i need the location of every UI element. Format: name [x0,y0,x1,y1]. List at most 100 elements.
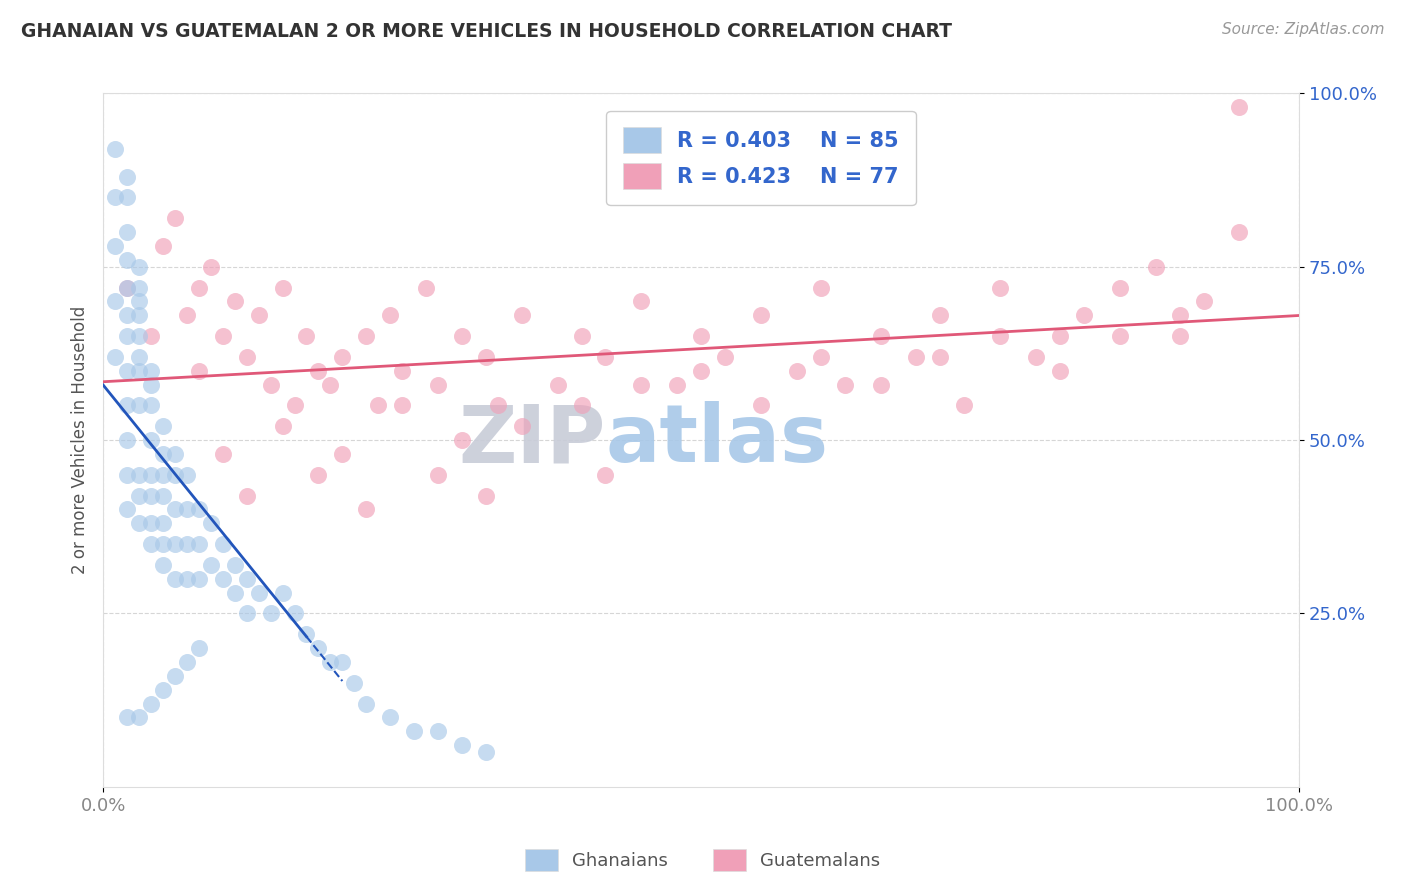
Point [200,260,222,274]
Point [128,280,150,294]
Text: GHANAIAN VS GUATEMALAN 2 OR MORE VEHICLES IN HOUSEHOLD CORRELATION CHART: GHANAIAN VS GUATEMALAN 2 OR MORE VEHICLE… [21,22,952,41]
Point [247,308,270,322]
Point [547,377,569,392]
Point [115,710,138,724]
Point [510,419,533,434]
Point [115,433,138,447]
Point [630,377,652,392]
Point [176,655,198,669]
Point [176,572,198,586]
Point [391,399,413,413]
Point [115,252,138,267]
Point [1073,308,1095,322]
Point [224,558,246,572]
Point [391,364,413,378]
Point [869,329,891,343]
Point [211,447,233,461]
Point [163,502,186,516]
Point [988,329,1011,343]
Point [427,724,450,739]
Point [330,447,353,461]
Point [451,738,474,752]
Point [749,399,772,413]
Point [451,433,474,447]
Point [786,364,808,378]
Point [163,447,186,461]
Point [176,537,198,551]
Point [115,467,138,482]
Point [224,585,246,599]
Point [953,399,976,413]
Point [187,502,209,516]
Text: Source: ZipAtlas.com: Source: ZipAtlas.com [1222,22,1385,37]
Point [749,308,772,322]
Point [152,516,174,531]
Point [211,329,233,343]
Point [115,225,138,239]
Point [307,364,329,378]
Point [690,364,713,378]
Point [115,308,138,322]
Point [187,364,209,378]
Point [810,350,832,364]
Point [1229,225,1251,239]
Point [1144,260,1167,274]
Point [630,294,652,309]
Point [128,329,150,343]
Point [139,516,162,531]
Point [1108,329,1130,343]
Point [163,537,186,551]
Point [163,669,186,683]
Point [571,329,593,343]
Point [404,724,426,739]
Point [128,516,150,531]
Point [307,641,329,656]
Point [128,467,150,482]
Point [343,675,366,690]
Point [128,710,150,724]
Point [475,745,498,759]
Point [152,447,174,461]
Point [115,169,138,184]
Point [152,489,174,503]
Point [510,308,533,322]
Point [152,239,174,253]
Point [427,377,450,392]
Point [271,280,294,294]
Point [666,377,689,392]
Point [104,350,127,364]
Point [1168,308,1191,322]
Point [929,308,952,322]
Point [152,467,174,482]
Legend: R = 0.403    N = 85, R = 0.423    N = 77: R = 0.403 N = 85, R = 0.423 N = 77 [606,111,915,205]
Point [259,377,281,392]
Point [834,377,856,392]
Point [295,329,318,343]
Point [128,260,150,274]
Point [1168,329,1191,343]
Point [176,467,198,482]
Point [247,585,270,599]
Point [139,697,162,711]
Point [139,377,162,392]
Point [152,558,174,572]
Point [1025,350,1047,364]
Point [139,489,162,503]
Point [187,641,209,656]
Point [330,350,353,364]
Point [115,280,138,294]
Point [1049,364,1071,378]
Point [152,682,174,697]
Point [283,607,305,621]
Point [259,607,281,621]
Point [200,558,222,572]
Point [235,489,257,503]
Point [139,537,162,551]
Point [152,537,174,551]
Point [367,399,389,413]
Point [128,294,150,309]
Point [1108,280,1130,294]
Y-axis label: 2 or more Vehicles in Household: 2 or more Vehicles in Household [72,306,89,574]
Point [115,364,138,378]
Point [163,572,186,586]
